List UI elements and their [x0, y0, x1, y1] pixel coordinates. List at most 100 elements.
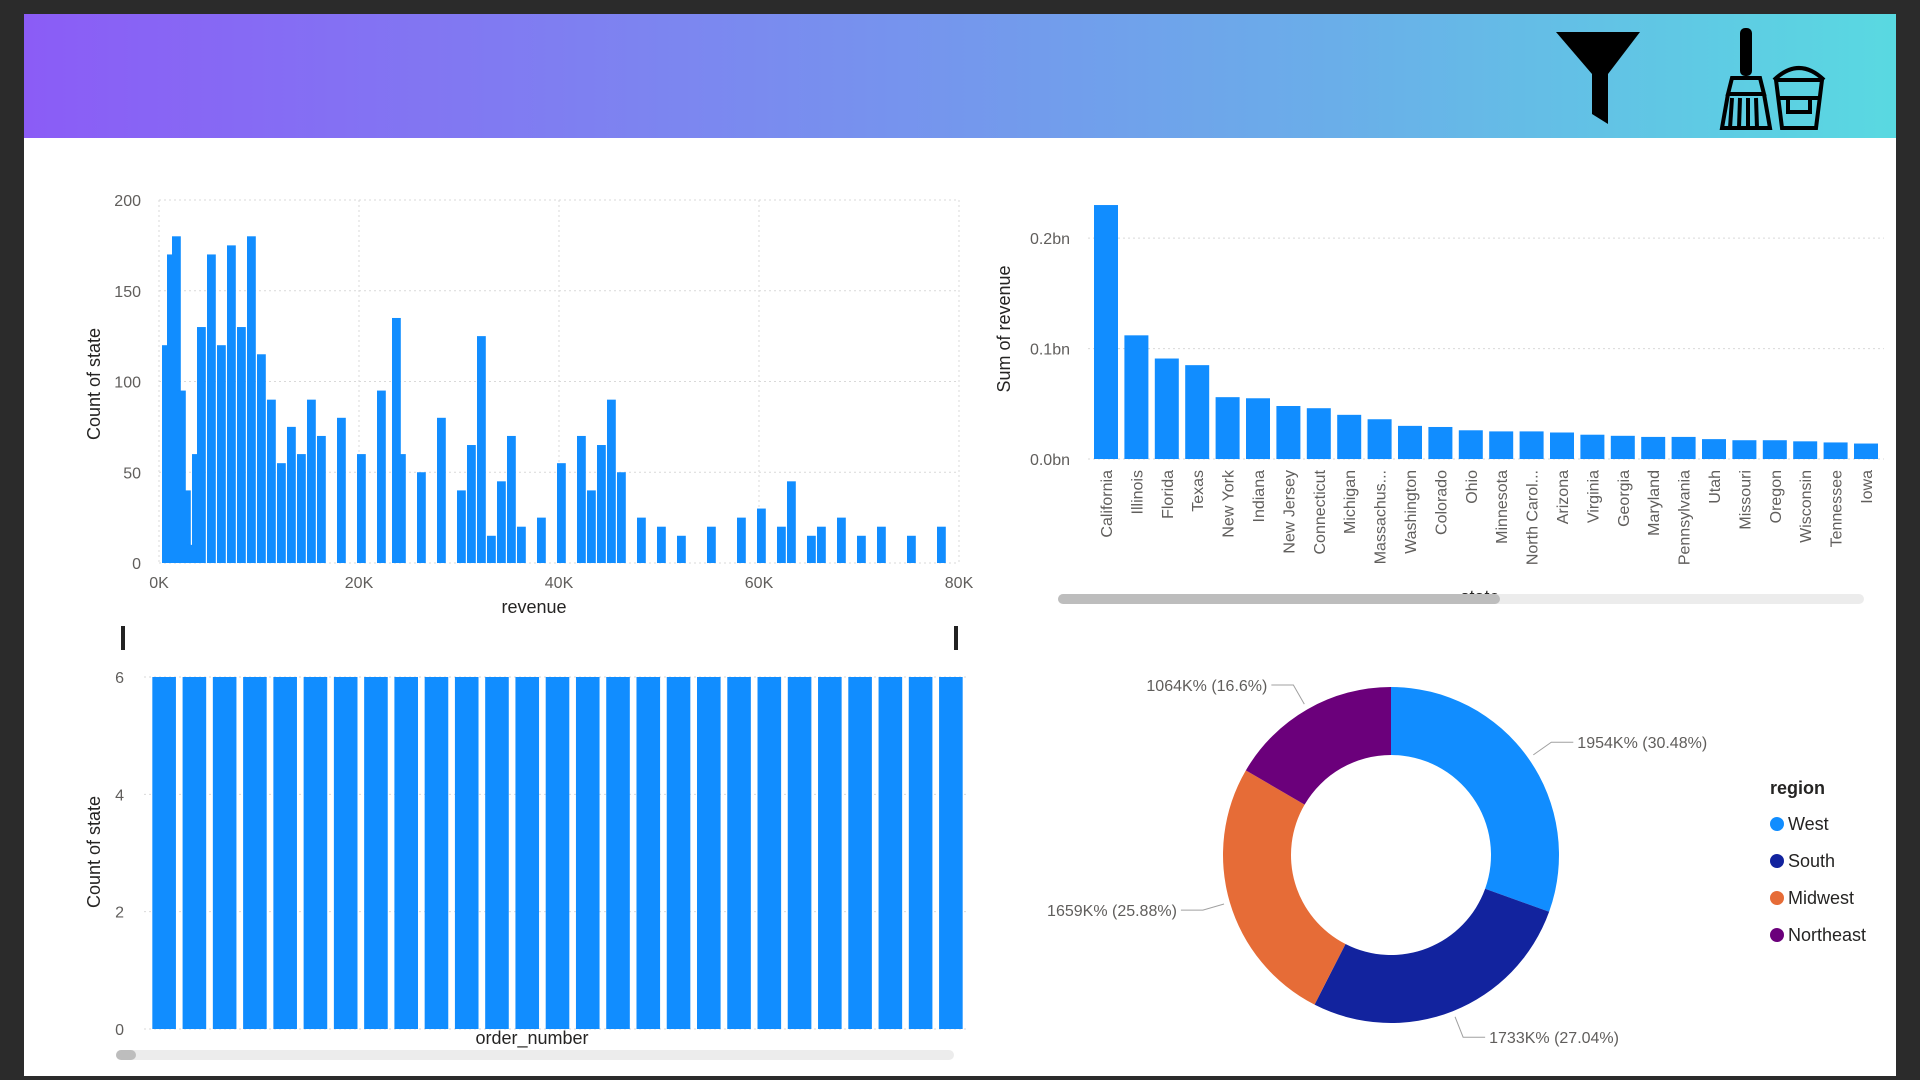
order-bar[interactable]	[212, 677, 237, 1029]
state-bar[interactable]	[1306, 408, 1331, 459]
histogram-bar[interactable]	[817, 526, 826, 563]
state-chart-scroll-thumb[interactable]	[1058, 594, 1500, 604]
order-bar[interactable]	[787, 677, 812, 1029]
state-bar[interactable]	[1276, 406, 1301, 459]
histogram-bar[interactable]	[257, 354, 266, 563]
order-bar[interactable]	[757, 677, 782, 1029]
state-bar[interactable]	[1124, 335, 1149, 459]
state-bar[interactable]	[1185, 365, 1210, 459]
histogram-bar[interactable]	[607, 399, 616, 563]
histogram-bar[interactable]	[837, 517, 846, 563]
histogram-bar[interactable]	[777, 526, 786, 563]
order-bar[interactable]	[939, 677, 963, 1029]
legend-item-west[interactable]: West	[1788, 814, 1829, 834]
histogram-bar[interactable]	[397, 454, 406, 563]
histogram-bar[interactable]	[317, 435, 326, 563]
histogram-bar[interactable]	[497, 481, 506, 563]
order-bar[interactable]	[424, 677, 449, 1029]
order-number-chart[interactable]: 0 2 4 6 Count of state order_number	[54, 614, 984, 1074]
histogram-bar[interactable]	[437, 417, 446, 563]
order-bar[interactable]	[454, 677, 479, 1029]
histogram-bar[interactable]	[907, 535, 916, 563]
legend-item-south[interactable]: South	[1788, 851, 1835, 871]
histogram-bar[interactable]	[787, 481, 796, 563]
state-bar[interactable]	[1458, 430, 1483, 459]
donut-slice-west[interactable]	[1391, 687, 1559, 912]
state-bar[interactable]	[1337, 414, 1362, 459]
order-bar[interactable]	[394, 677, 419, 1029]
state-bar[interactable]	[1762, 440, 1787, 459]
histogram-bar[interactable]	[467, 445, 476, 563]
histogram-bar[interactable]	[177, 390, 186, 563]
revenue-histogram-chart[interactable]: 0 50 100 150 200 0K 20K 40K 60K 80K Count of sta…	[54, 174, 984, 634]
histogram-bar[interactable]	[287, 426, 296, 563]
histogram-bar[interactable]	[487, 535, 496, 563]
state-bar[interactable]	[1094, 205, 1118, 459]
histogram-bar[interactable]	[307, 399, 316, 563]
order-chart-scrollbar[interactable]	[116, 1050, 954, 1060]
order-bar[interactable]	[303, 677, 328, 1029]
histogram-bar[interactable]	[457, 490, 466, 563]
state-bar[interactable]	[1154, 358, 1179, 459]
state-bar[interactable]	[1671, 436, 1696, 459]
state-bar[interactable]	[1732, 440, 1757, 459]
state-bar[interactable]	[1428, 426, 1453, 459]
histogram-bar[interactable]	[277, 463, 286, 563]
histogram-bar[interactable]	[737, 517, 746, 563]
order-bar[interactable]	[848, 677, 872, 1029]
order-bar[interactable]	[545, 677, 570, 1029]
histogram-bar[interactable]	[187, 544, 196, 563]
histogram-bar[interactable]	[557, 463, 566, 563]
histogram-bar[interactable]	[707, 526, 716, 563]
state-bar[interactable]	[1854, 443, 1878, 459]
order-bar[interactable]	[485, 677, 509, 1029]
histogram-bar[interactable]	[677, 535, 686, 563]
donut-slice-midwest[interactable]	[1223, 770, 1346, 1005]
funnel-icon[interactable]	[1554, 28, 1644, 128]
histogram-bar[interactable]	[807, 535, 816, 563]
histogram-bar[interactable]	[227, 245, 236, 563]
histogram-bar[interactable]	[162, 345, 171, 563]
order-bar[interactable]	[696, 677, 721, 1029]
state-chart-scrollbar[interactable]	[1058, 594, 1864, 604]
histogram-bar[interactable]	[217, 345, 226, 563]
state-bar[interactable]	[1398, 425, 1422, 459]
histogram-bar[interactable]	[537, 517, 546, 563]
revenue-by-state-chart[interactable]: 0.0bn 0.1bn 0.2bn California Illinois Florid…	[964, 174, 1884, 634]
histogram-bar[interactable]	[247, 236, 256, 564]
state-bar[interactable]	[1580, 434, 1605, 459]
legend-item-northeast[interactable]: Northeast	[1788, 925, 1866, 945]
state-bar[interactable]	[1215, 397, 1240, 459]
state-bar[interactable]	[1823, 442, 1848, 459]
state-bar[interactable]	[1519, 431, 1544, 459]
order-bar[interactable]	[364, 677, 388, 1029]
histogram-bar[interactable]	[417, 472, 426, 563]
order-bar[interactable]	[908, 677, 933, 1029]
histogram-bar[interactable]	[207, 254, 216, 563]
state-bar[interactable]	[1793, 441, 1818, 459]
histogram-bar[interactable]	[587, 490, 596, 563]
state-bar[interactable]	[1641, 436, 1666, 459]
order-bar[interactable]	[515, 677, 540, 1029]
histogram-bar[interactable]	[877, 526, 886, 563]
order-bar[interactable]	[818, 677, 842, 1029]
order-bar[interactable]	[333, 677, 358, 1029]
histogram-bar[interactable]	[637, 517, 646, 563]
order-chart-scroll-thumb[interactable]	[116, 1050, 136, 1060]
histogram-bar[interactable]	[477, 336, 486, 563]
histogram-bar[interactable]	[617, 472, 626, 563]
histogram-bar[interactable]	[597, 445, 606, 563]
histogram-bar[interactable]	[392, 317, 401, 563]
histogram-bar[interactable]	[357, 454, 366, 563]
state-bar[interactable]	[1367, 419, 1392, 459]
order-bar[interactable]	[636, 677, 661, 1029]
state-bar[interactable]	[1702, 439, 1726, 459]
histogram-bar[interactable]	[657, 526, 666, 563]
histogram-bar[interactable]	[197, 327, 206, 563]
order-bar[interactable]	[182, 677, 207, 1029]
order-bar[interactable]	[878, 677, 903, 1029]
histogram-bar[interactable]	[297, 454, 306, 563]
legend-item-midwest[interactable]: Midwest	[1788, 888, 1854, 908]
histogram-bar[interactable]	[517, 526, 526, 563]
histogram-bar[interactable]	[167, 254, 176, 563]
